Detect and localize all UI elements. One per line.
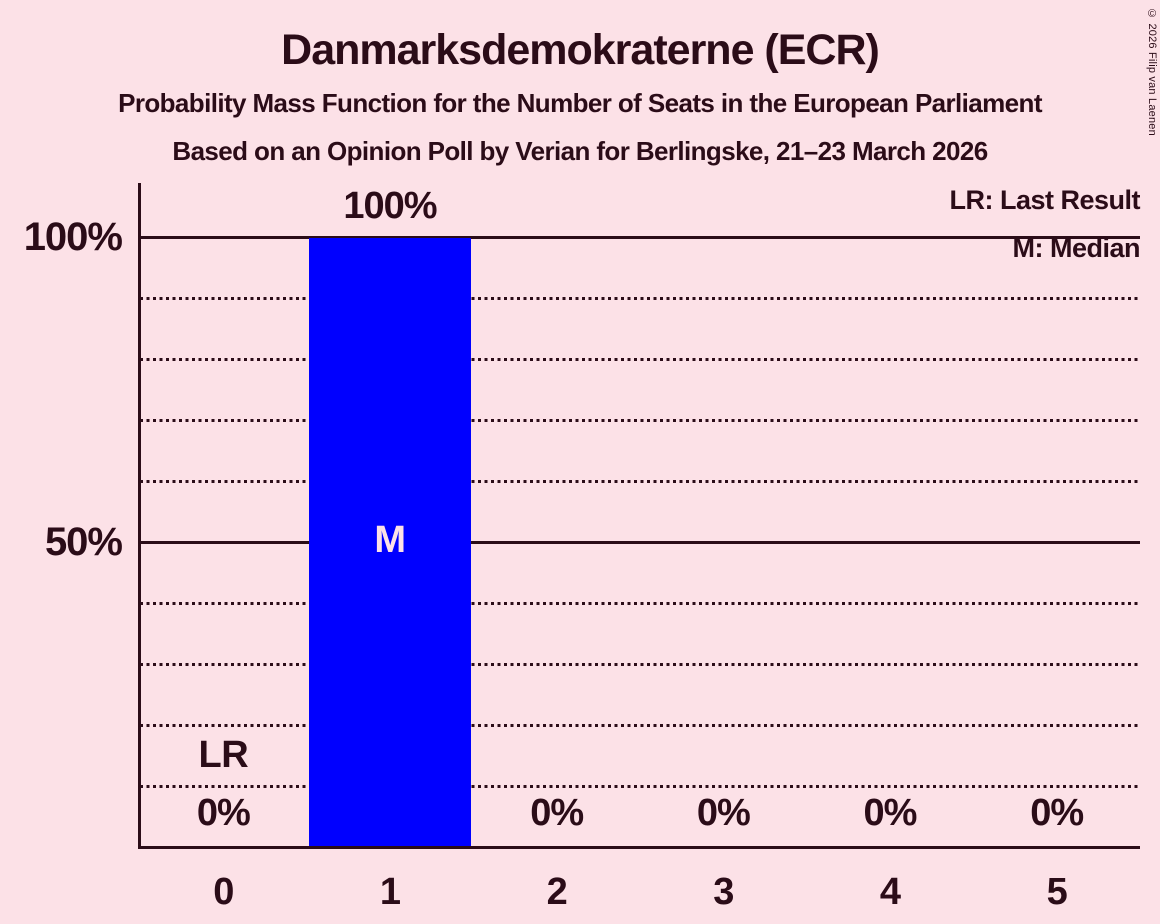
x-axis-line: [138, 846, 1140, 849]
x-tick-label-3: 3: [713, 871, 734, 913]
bar-seats-1: [308, 237, 472, 848]
value-label-seats-3: 0%: [696, 792, 751, 834]
x-tick-label-5: 5: [1046, 871, 1068, 913]
x-tick-label-2: 2: [546, 871, 568, 913]
gridline-solid-100: [140, 236, 1140, 239]
gridline-dotted-80: [140, 358, 1140, 361]
gridline-dotted-90: [140, 297, 1140, 300]
poll-info: Based on an Opinion Poll by Verian for B…: [172, 136, 988, 166]
x-tick-label-1: 1: [379, 871, 401, 913]
gridline-dotted-60: [140, 480, 1140, 483]
y-axis-label-50: 50%: [44, 520, 123, 564]
y-axis-label-100: 100%: [23, 215, 123, 259]
gridline-dotted-30: [140, 663, 1140, 666]
y-axis-line: [138, 183, 141, 849]
gridline-dotted-40: [140, 602, 1140, 605]
value-label-seats-4: 0%: [863, 792, 918, 834]
last-result-marker: LR: [198, 734, 249, 776]
gridline-dotted-20: [140, 724, 1140, 727]
x-tick-label-0: 0: [213, 871, 234, 913]
gridline-solid-50: [140, 541, 1140, 544]
copyright-notice: © 2026 Filip van Laenen: [1146, 8, 1158, 136]
gridline-dotted-70: [140, 419, 1140, 422]
legend-last-result: LR: Last Result: [949, 185, 1140, 215]
median-marker: M: [374, 518, 406, 561]
value-label-seats-2: 0%: [530, 792, 584, 834]
value-label-seats-1: 100%: [343, 184, 437, 227]
chart-title: Danmarksdemokraterne (ECR): [281, 26, 880, 74]
value-label-seats-5: 0%: [1030, 792, 1084, 834]
value-label-seats-0: 0%: [196, 792, 251, 834]
gridline-dotted-10: [140, 785, 1140, 788]
x-tick-label-4: 4: [879, 871, 901, 913]
chart-subtitle: Probability Mass Function for the Number…: [118, 88, 1042, 118]
legend-median: M: Median: [1012, 233, 1141, 263]
